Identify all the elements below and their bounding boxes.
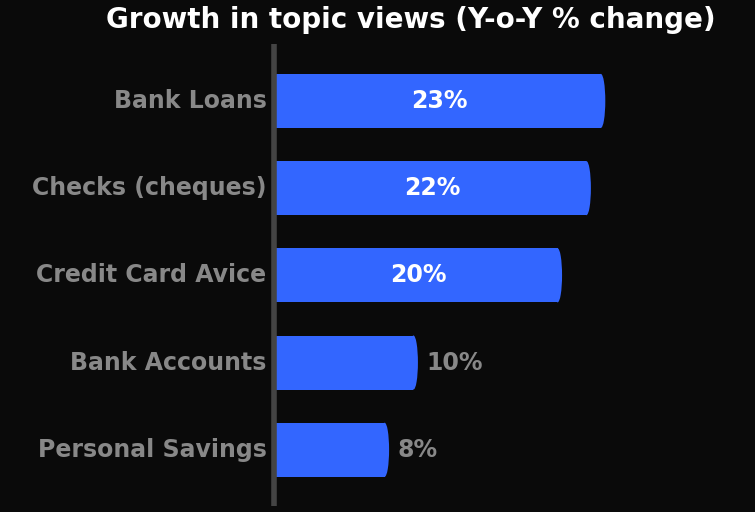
Text: Bank Accounts: Bank Accounts (70, 351, 267, 375)
Text: 10%: 10% (427, 351, 483, 375)
Bar (274, 335, 414, 390)
Text: 20%: 20% (390, 263, 446, 287)
Text: Checks (cheques): Checks (cheques) (32, 176, 267, 200)
Text: 8%: 8% (398, 438, 438, 462)
Circle shape (596, 74, 606, 128)
Title: Growth in topic views (Y-o-Y % change): Growth in topic views (Y-o-Y % change) (106, 6, 716, 34)
Bar (274, 248, 558, 303)
Text: 22%: 22% (404, 176, 461, 200)
Bar (274, 161, 587, 215)
Text: Bank Loans: Bank Loans (114, 89, 267, 113)
Text: Credit Card Avice: Credit Card Avice (36, 263, 267, 287)
Bar (274, 423, 384, 477)
Circle shape (553, 248, 562, 303)
Text: 23%: 23% (411, 89, 468, 113)
Bar (274, 74, 601, 128)
Circle shape (409, 335, 418, 390)
Text: Personal Savings: Personal Savings (38, 438, 267, 462)
Circle shape (381, 423, 389, 477)
Circle shape (582, 161, 591, 215)
